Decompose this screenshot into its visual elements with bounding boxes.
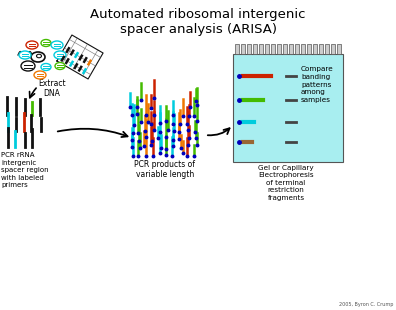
Bar (271, 44, 275, 54)
Text: 2005, Byron C. Crump: 2005, Byron C. Crump (339, 302, 393, 307)
Text: Extract
DNA: Extract DNA (38, 79, 66, 98)
Bar (331, 44, 335, 54)
Bar (241, 44, 245, 54)
Text: Automated ribosomal intergenic
spacer analysis (ARISA): Automated ribosomal intergenic spacer an… (90, 8, 306, 37)
Bar (319, 44, 323, 54)
Bar (295, 44, 299, 54)
Ellipse shape (31, 52, 45, 62)
Bar (325, 44, 329, 54)
Bar (283, 44, 287, 54)
Ellipse shape (26, 41, 38, 49)
Bar (265, 44, 269, 54)
Text: Compare
banding
patterns
among
samples: Compare banding patterns among samples (301, 66, 334, 103)
Bar (301, 44, 305, 54)
Ellipse shape (34, 71, 46, 79)
Bar (313, 44, 317, 54)
Bar (337, 44, 341, 54)
Bar (233, 54, 343, 162)
Ellipse shape (41, 39, 51, 46)
Ellipse shape (36, 54, 42, 58)
Text: PCR rRNA
intergenic
spacer region
with labeled
primers: PCR rRNA intergenic spacer region with l… (1, 152, 49, 188)
Bar (289, 44, 293, 54)
Ellipse shape (55, 63, 65, 69)
Ellipse shape (19, 51, 31, 59)
Ellipse shape (51, 41, 63, 49)
Bar (259, 44, 263, 54)
Text: PCR products of
variable length: PCR products of variable length (135, 160, 196, 179)
Ellipse shape (41, 64, 51, 70)
Ellipse shape (54, 51, 66, 59)
Bar (307, 44, 311, 54)
Bar (247, 44, 251, 54)
Ellipse shape (21, 61, 35, 71)
Bar (277, 44, 281, 54)
Bar (253, 44, 257, 54)
Bar (235, 44, 239, 54)
Text: Gel or Capillary
Electrophoresis
of terminal
restriction
fragments: Gel or Capillary Electrophoresis of term… (258, 165, 314, 201)
